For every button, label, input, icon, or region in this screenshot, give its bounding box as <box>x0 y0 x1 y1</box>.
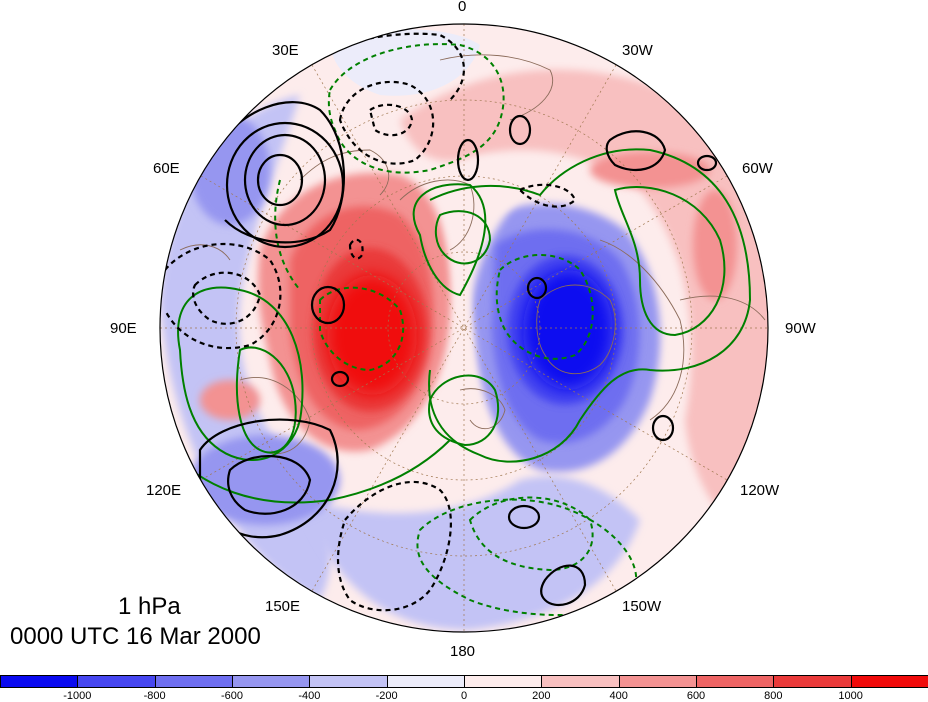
colorbar-swatch <box>464 675 543 688</box>
colorbar-tick-label: 400 <box>609 690 628 702</box>
pink-strip-sw <box>200 380 260 420</box>
black-contours <box>198 101 718 607</box>
pressure-level-label: 1 hPa <box>118 593 181 620</box>
lon-label-60w: 60W <box>742 160 773 177</box>
lon-label-90e: 90E <box>110 320 137 337</box>
colorbar-swatch <box>850 675 928 688</box>
map-border <box>159 23 769 633</box>
colorbar-swatch <box>618 675 697 688</box>
pink-strip-ne <box>590 152 710 188</box>
timestamp-label: 0000 UTC 16 Mar 2000 <box>10 623 261 650</box>
colorbar-tick-label: -800 <box>143 690 166 702</box>
colorbar-tick-label: -600 <box>220 690 244 702</box>
colorbar-swatch <box>386 675 465 688</box>
lon-label-30w: 30W <box>622 42 653 59</box>
pink-band-north <box>400 69 768 530</box>
lon-label-120e: 120E <box>146 482 182 499</box>
colorbar-swatch <box>773 675 852 688</box>
colorbar-swatch <box>232 675 311 688</box>
lon-label-90w: 90W <box>785 320 816 337</box>
shaded-field <box>160 24 768 632</box>
colorbar-swatch <box>309 675 388 688</box>
pink-strip-east <box>693 190 737 300</box>
colorbar-swatch <box>77 675 156 688</box>
colorbar-swatch <box>696 675 775 688</box>
lon-label-180: 180 <box>450 643 476 660</box>
lon-label-120w: 120W <box>740 482 780 499</box>
blue-region-top <box>330 29 480 96</box>
lon-label-30e: 30E <box>272 42 299 59</box>
colorbar-tick-label: -400 <box>298 690 321 702</box>
colorbar-tick-label: 800 <box>764 690 783 702</box>
colorbar-swatch <box>541 675 620 688</box>
colorbar-swatch <box>0 675 79 688</box>
colorbar: -1000 -800 -600 -400 -200 0 200 400 600 800 1000 <box>0 675 928 702</box>
colorbar-tick-label: 200 <box>532 690 551 702</box>
colorbar-tick-label: 0 <box>460 690 468 702</box>
black-dashed-contours <box>164 32 577 612</box>
blue-core-max <box>523 270 613 390</box>
lon-label-60e: 60E <box>153 160 180 177</box>
colorbar-tick-label: -200 <box>375 690 398 702</box>
neutral-gap <box>430 159 530 474</box>
lon-label-150w: 150W <box>622 598 662 615</box>
colorbar-tick-label: 1000 <box>838 690 863 702</box>
colorbar-swatch <box>154 675 233 688</box>
lon-label-150e: 150E <box>265 598 301 615</box>
colorbar-tick-label: 600 <box>686 690 706 702</box>
lon-label-0: 0 <box>458 0 467 15</box>
colorbar-tick-label: -1000 <box>63 690 92 702</box>
blue-region-south <box>300 476 640 630</box>
coastlines <box>179 54 766 455</box>
